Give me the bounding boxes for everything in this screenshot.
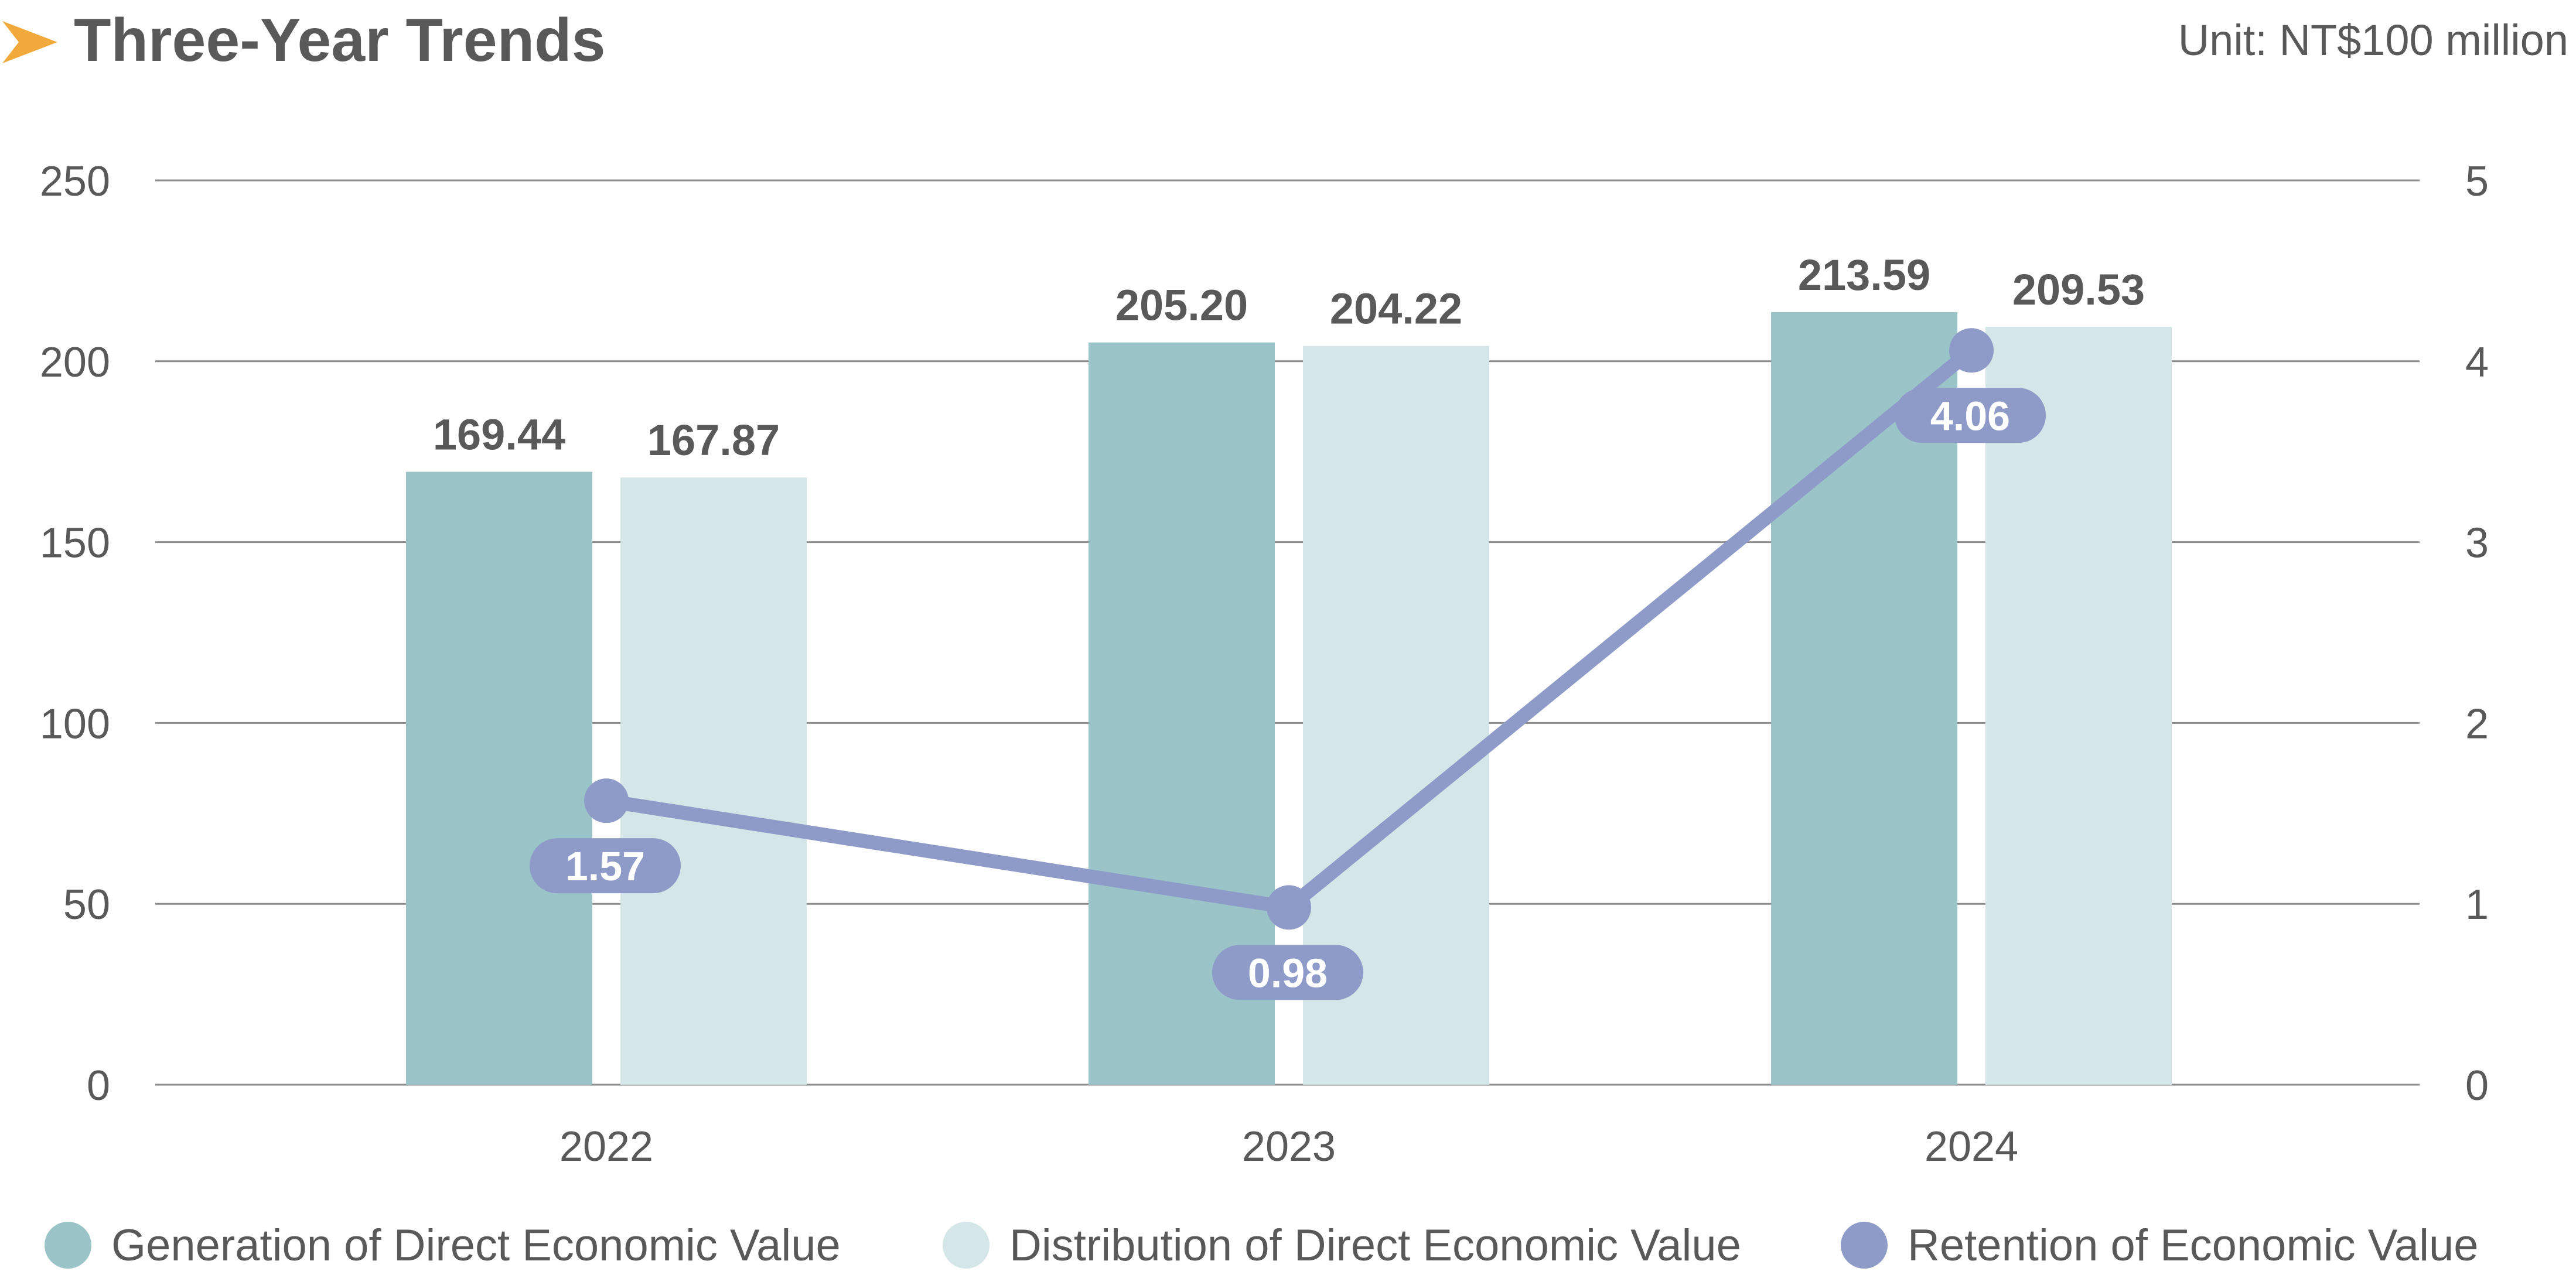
legend: Generation of Direct Economic Value Distr… <box>45 1221 2479 1270</box>
line-point <box>1949 328 1994 373</box>
bar-value-label: 169.44 <box>433 411 565 459</box>
legend-swatch <box>1841 1222 1888 1269</box>
chart-title: Three-Year Trends <box>74 6 606 74</box>
legend-swatch <box>943 1222 990 1269</box>
line-layer: 1.57 0.98 4.06 <box>530 328 2046 1000</box>
left-tick-label: 200 <box>40 339 110 386</box>
x-tick-label: 2024 <box>1925 1123 2018 1170</box>
line-value-label: 0.98 <box>1248 950 1328 996</box>
retention-line <box>599 343 1978 915</box>
left-tick-label: 0 <box>87 1062 110 1109</box>
x-axis: 2022 2023 2024 <box>559 1123 2018 1170</box>
bars-layer: 169.44 167.87 205.20 204.22 213.59 209.53 <box>406 251 2172 1085</box>
left-tick-label: 100 <box>40 700 110 747</box>
line-value-badge <box>1212 945 1363 1000</box>
right-tick-label: 1 <box>2465 881 2489 928</box>
unit-label: Unit: NT$100 million <box>2178 16 2568 64</box>
line-value-label: 4.06 <box>1930 393 2010 439</box>
right-tick-label: 2 <box>2465 700 2489 747</box>
legend-label: Distribution of Direct Economic Value <box>1009 1221 1741 1270</box>
left-tick-label: 250 <box>40 158 110 205</box>
legend-label: Generation of Direct Economic Value <box>111 1221 841 1270</box>
arrow-icon <box>2 21 57 63</box>
line-value-label: 1.57 <box>565 843 645 889</box>
legend-label: Retention of Economic Value <box>1908 1221 2479 1270</box>
x-tick-label: 2022 <box>559 1123 653 1170</box>
left-axis: 0 50 100 150 200 250 <box>40 158 110 1109</box>
bar-value-label: 209.53 <box>2012 265 2145 314</box>
line-value-badge <box>1895 388 2046 443</box>
line-value-badge <box>530 838 681 894</box>
right-tick-label: 3 <box>2465 520 2489 567</box>
x-tick-label: 2023 <box>1242 1123 1336 1170</box>
bar-value-label: 213.59 <box>1798 251 1930 299</box>
bar <box>1985 326 2172 1085</box>
bar-value-label: 204.22 <box>1330 285 1462 333</box>
left-tick-label: 50 <box>63 881 110 928</box>
line-point <box>584 778 629 823</box>
bar <box>406 471 592 1085</box>
legend-swatch <box>45 1222 91 1269</box>
right-tick-label: 5 <box>2465 158 2489 205</box>
line-point <box>1267 885 1311 930</box>
right-tick-label: 4 <box>2465 339 2489 386</box>
right-axis: 0 1 2 3 4 5 <box>2465 158 2489 1109</box>
right-tick-label: 0 <box>2465 1062 2489 1109</box>
bar-value-label: 167.87 <box>647 416 780 464</box>
bar <box>620 477 807 1085</box>
left-tick-label: 150 <box>40 520 110 567</box>
bar-value-label: 205.20 <box>1115 281 1248 330</box>
